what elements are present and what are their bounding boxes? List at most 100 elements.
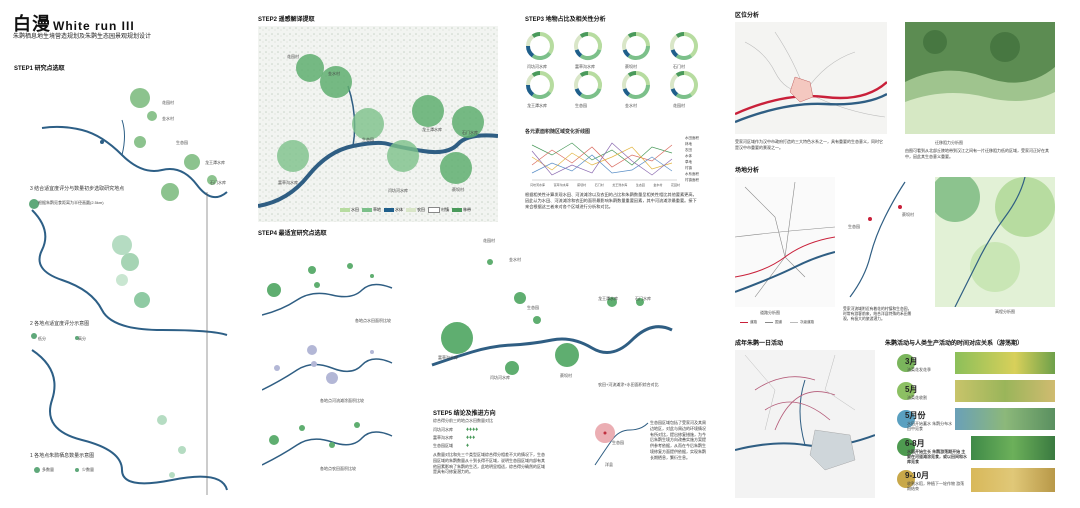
step1-river-diagrams <box>29 88 228 495</box>
month-photo <box>955 380 1055 402</box>
composite-circle <box>533 316 541 324</box>
step2-legend: 水田 草地 水体 农田 村镇 林带 <box>340 207 471 213</box>
area-dot <box>311 361 317 367</box>
month-label: 9-10月 <box>905 471 930 480</box>
bar-row: 生态园区域 ♦ <box>433 443 470 449</box>
composite-circle <box>441 322 473 354</box>
legend-item: 草地 <box>362 207 381 213</box>
donut-segment <box>579 71 589 77</box>
score-circle <box>116 274 128 286</box>
legend-item: 国道 <box>765 320 782 325</box>
area-dot <box>307 345 317 355</box>
step1-place-shengtaiyuan: 生态园 <box>176 140 188 145</box>
step1-legend-low: 低分 <box>38 336 46 341</box>
step4-caption-4: 农田+河流滩涂+水田面积综合对比 <box>598 382 659 387</box>
title-chinese: 白漫 <box>13 14 51 34</box>
step1-place-longwangtan: 龙王潭水库 <box>205 160 225 165</box>
river-small-2 <box>262 358 393 391</box>
river-line-2 <box>31 209 228 336</box>
area-circle <box>387 140 419 172</box>
area-dot <box>308 266 316 274</box>
step4-place-longwangtan: 龙王潭水库 <box>598 296 618 301</box>
area-circle <box>277 140 309 172</box>
step4-place-fucaogou: 富草沟水库 <box>438 355 458 360</box>
score-dot <box>75 336 79 340</box>
month-dot <box>897 410 915 428</box>
timeline-row: 5月 油菜花收割 <box>893 378 1058 404</box>
step5-title: STEP5 结论及推进方向 <box>433 411 496 417</box>
donut-label: 石门村 <box>673 64 685 69</box>
area-dot <box>274 365 280 371</box>
bar-row: 富草沟水库 ♦♦♦ <box>433 435 476 441</box>
legend-item: 农田 <box>406 207 425 213</box>
donut-segment <box>531 51 552 60</box>
composite-circle <box>555 343 579 367</box>
donut-label: 金水村 <box>625 103 637 108</box>
donut-segment <box>683 32 698 58</box>
donut-segment <box>579 87 602 99</box>
page-subtitle: 朱鹮栖息地生境营造规划及朱鹮生态园景观规划设计 <box>13 34 152 40</box>
donut-segment <box>622 73 631 90</box>
donut-segment <box>574 73 583 90</box>
step2-place-yanfanghe: 闫坊河水库 <box>388 188 408 193</box>
donut-segment <box>526 73 535 86</box>
donut-segment <box>675 53 693 60</box>
month-photo <box>955 408 1055 430</box>
month-desc: 油菜花发花季 <box>907 367 931 372</box>
donut-segment <box>526 34 535 47</box>
count-dot <box>161 183 179 201</box>
donut-segment <box>627 45 650 60</box>
month-desc: 水田开始蓄水 朱鹮分布水田中觅食 <box>907 421 953 431</box>
score-dot <box>34 467 40 473</box>
legend-item: 水体 <box>384 207 403 213</box>
step5-map-label-2: 洋县 <box>605 462 613 467</box>
composite-circle <box>514 292 526 304</box>
month-desc: 水稻开始生长 朱鹮游荡期开始 主要在河道滩涂觅食，或以田间和水库觅食 <box>907 449 967 464</box>
step5-text1: 综合得分前三的地点水田数量对比 <box>433 418 493 423</box>
step2-place-huayuan: 花园村 <box>287 54 299 59</box>
month-photo <box>971 436 1055 460</box>
donut-segment <box>670 73 679 90</box>
step2-remote-sensing-map <box>258 26 498 222</box>
count-dot <box>184 154 200 170</box>
site-points-map <box>845 177 910 302</box>
step4-place-shimen: 石门水库 <box>635 296 651 301</box>
score-dot <box>75 468 79 472</box>
series-line <box>531 146 673 171</box>
timeline-row: 5月份 水田开始蓄水 朱鹮分布水田中觅食 <box>893 406 1058 432</box>
area-dot <box>299 425 305 431</box>
composite-circle <box>505 361 519 375</box>
step3-donut-grid <box>526 32 698 99</box>
series-line <box>531 142 673 176</box>
river-line-3 <box>31 349 228 491</box>
donut-segment <box>622 48 631 58</box>
location-map <box>735 22 887 134</box>
donut-label: 花园村 <box>673 103 685 108</box>
composite-circle <box>607 297 617 307</box>
donut-segment <box>531 90 552 99</box>
donut-segment <box>675 71 685 77</box>
step5-text2: 从数量对比和先三个类型区域综合得分相差不大的情况下，生态园区域的朱鹮数量从十到长… <box>433 452 545 475</box>
count-dot <box>147 111 157 121</box>
site-caption: 受家河流域附近有着花的村镇和生态园，时常有游客前来，结合洋县特殊的禾田景观，有极… <box>843 307 912 321</box>
step1-label-1: 1 各地点朱鹮栖息数量示意图 <box>30 453 95 459</box>
location-caption-1: 受家河区域作为汉中市政府打造的三大特色水系之一，具有重要的生态意义，同时它是汉中… <box>735 139 883 150</box>
site-title: 场地分析 <box>735 168 760 174</box>
bar-row: 闫坊河水库 ♦♦♦♦ <box>433 427 479 433</box>
donut-segment <box>675 92 693 99</box>
step4-caption-3: 各地点农田面积比较 <box>320 466 356 471</box>
step2-place-jinshui: 金水村 <box>328 71 340 76</box>
river-small-1 <box>262 283 393 316</box>
count-dot <box>100 140 104 144</box>
activity-timeline-title: 朱鹮活动与人类生产活动的时间对应关系（游荡期） <box>885 341 1024 347</box>
step4-comparison-maps <box>262 259 673 466</box>
resistance-map <box>905 22 1055 134</box>
area-circle <box>352 108 384 140</box>
step3-title: STEP3 地物占比及相关性分析 <box>525 17 606 23</box>
donut-segment <box>670 48 679 58</box>
donut-segment <box>579 48 602 60</box>
timeline-row: 6-8月 水稻开始生长 朱鹮游荡期开始 主要在河道滩涂觅食，或以田间和水库觅食 <box>893 434 1058 464</box>
donut-segment <box>579 32 589 38</box>
resistance-caption-title: 迁移阻力分析图 <box>935 140 963 145</box>
donut-label: 闫坊河水库 <box>527 64 547 69</box>
